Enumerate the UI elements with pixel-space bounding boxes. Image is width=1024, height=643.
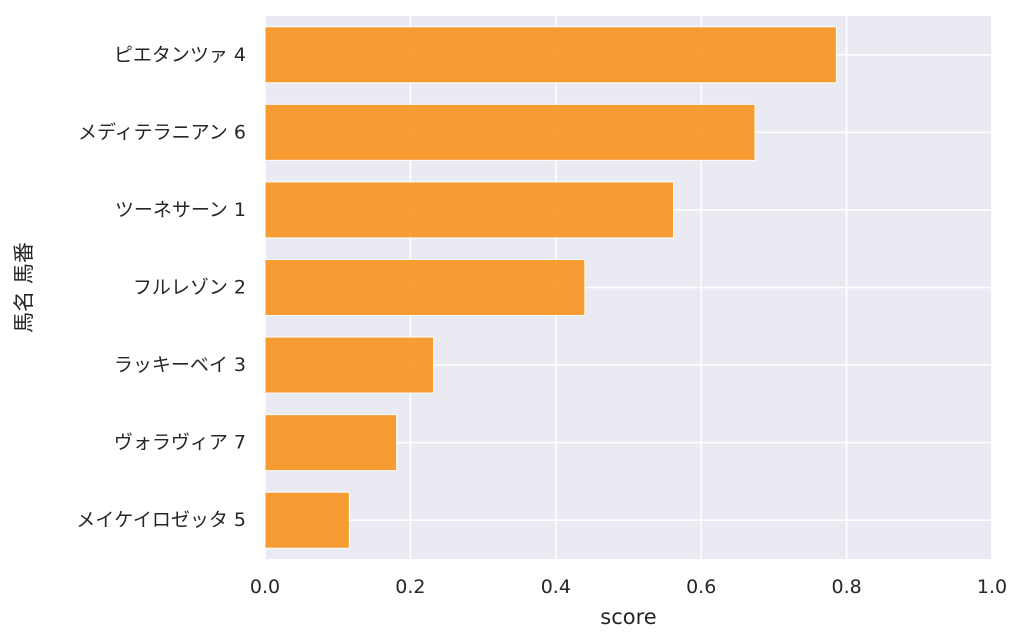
y-tick-label: フルレゾン 2 [133,277,246,299]
y-tick-labels: ピエタンツァ 4 メディテラニアン 6 ツーネサーン 1 フルレゾン 2 ラッキーベイ … [76,44,246,531]
x-tick-label: 0.6 [686,576,716,598]
bar [264,103,756,161]
x-tick-labels: 0.0 0.2 0.4 0.6 0.8 1.0 [250,576,1007,598]
x-tick-label: 0.4 [541,576,571,598]
x-axis-label: score [600,605,656,629]
y-tick-label: ピエタンツァ 4 [114,44,246,66]
bar [264,336,435,394]
x-tick-label: 0.2 [395,576,425,598]
bar [264,26,837,84]
x-tick-label: 0.0 [250,576,280,598]
bars [264,26,837,549]
bar [264,414,398,472]
bar [264,259,586,316]
y-tick-label: メディテラニアン 6 [78,121,246,143]
y-tick-label: ヴォラヴィア 7 [114,432,246,454]
y-axis-label: 馬名 馬番 [12,242,36,333]
bar [264,491,350,549]
y-tick-label: メイケイロゼッタ 5 [76,509,246,531]
bar [264,181,675,239]
x-tick-label: 1.0 [977,576,1007,598]
x-tick-label: 0.8 [831,576,861,598]
y-tick-label: ラッキーベイ 3 [114,354,246,376]
y-tick-label: ツーネサーン 1 [115,199,246,221]
